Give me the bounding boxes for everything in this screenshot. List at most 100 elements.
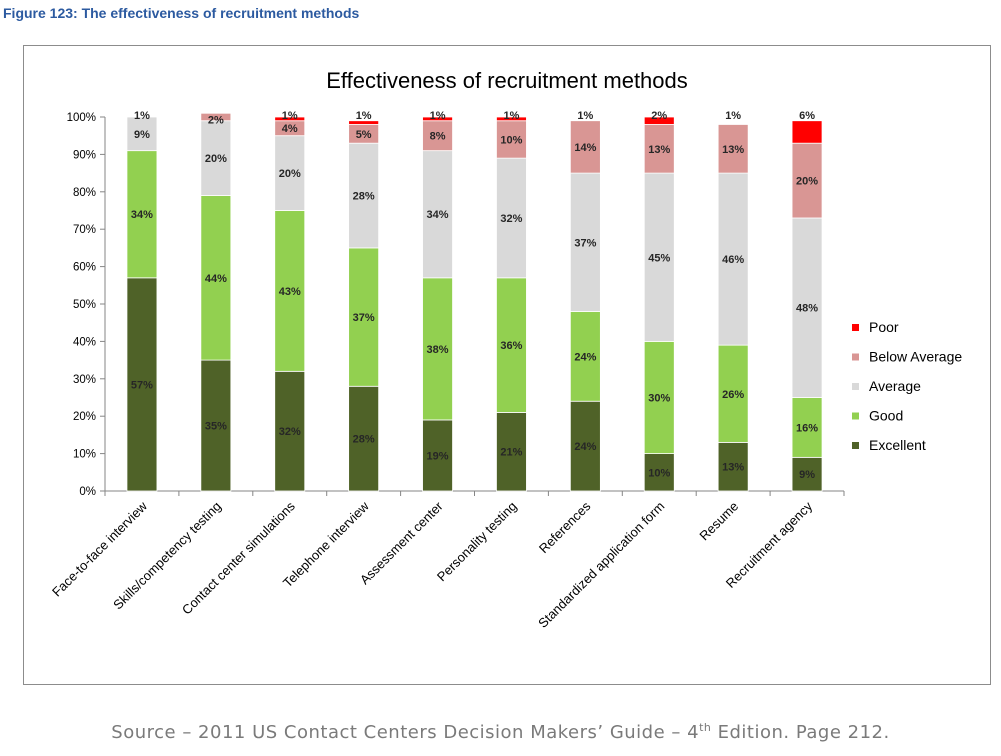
bar-segment-average xyxy=(717,172,749,346)
data-label: 37% xyxy=(574,237,596,249)
bar-segment-below-average xyxy=(717,124,749,174)
data-label: 48% xyxy=(796,303,818,315)
source-prefix: Source – 2011 US Contact Centers Decisio… xyxy=(111,722,700,743)
legend-label: Poor xyxy=(869,319,899,335)
data-label: 19% xyxy=(427,450,449,462)
data-label: 43% xyxy=(279,286,301,298)
y-tick-label: 20% xyxy=(73,411,96,423)
bar-segment-good xyxy=(348,247,380,387)
data-label: 38% xyxy=(427,344,449,356)
source-superscript: th xyxy=(699,721,712,734)
bar-segment-excellent xyxy=(643,453,675,492)
bar-segment-good xyxy=(126,150,158,279)
legend-swatch-poor xyxy=(852,324,859,331)
data-label: 34% xyxy=(427,209,449,221)
y-tick-label: 100% xyxy=(67,112,96,124)
data-label: 1% xyxy=(503,110,519,122)
y-tick-label: 90% xyxy=(73,149,96,161)
bar-segment-poor xyxy=(791,120,823,144)
bar-segment-average xyxy=(569,172,601,312)
bar-segment-good xyxy=(643,340,675,454)
y-tick-label: 40% xyxy=(73,336,96,348)
bar-segment-average xyxy=(200,120,232,196)
data-label: 35% xyxy=(205,421,227,433)
y-tick-label: 80% xyxy=(73,187,96,199)
data-label: 6% xyxy=(799,110,815,122)
data-label: 26% xyxy=(722,389,744,401)
data-label: 30% xyxy=(648,393,670,405)
data-label: 13% xyxy=(722,144,744,156)
data-label: 21% xyxy=(500,447,522,459)
data-label: 20% xyxy=(796,176,818,188)
x-category-label: Standardized application form xyxy=(535,499,667,631)
bar-segment-good xyxy=(791,397,823,458)
legend-swatch-excellent xyxy=(852,442,859,449)
x-category-label: Personality testing xyxy=(434,499,520,585)
data-label: 28% xyxy=(353,191,375,203)
data-label: 57% xyxy=(131,379,153,391)
bar-segment-excellent xyxy=(274,370,306,492)
source-suffix: Edition. Page 212. xyxy=(711,722,890,743)
bar-segment-average xyxy=(422,150,453,279)
bar-segment-average xyxy=(348,142,380,249)
y-tick-label: 50% xyxy=(73,299,96,311)
data-label: 13% xyxy=(648,144,670,156)
bar-segment-below-average xyxy=(422,120,453,152)
data-label: 2% xyxy=(651,110,667,122)
y-tick-label: 60% xyxy=(73,262,96,274)
data-label: 8% xyxy=(430,131,446,143)
data-label: 9% xyxy=(134,129,150,141)
data-label: 4% xyxy=(282,123,298,135)
data-label: 24% xyxy=(574,351,596,363)
bar-segment-good xyxy=(274,210,306,372)
legend-swatch-below-average xyxy=(852,353,859,361)
data-label: 14% xyxy=(574,142,596,154)
data-label: 1% xyxy=(430,110,446,122)
bar-segment-poor xyxy=(643,116,675,125)
legend-label: Below Average xyxy=(869,349,962,365)
bar-segment-average xyxy=(643,172,675,342)
data-label: 45% xyxy=(648,252,670,264)
data-label: 28% xyxy=(353,434,375,446)
data-label: 36% xyxy=(500,340,522,352)
bar-segment-below-average xyxy=(791,142,823,219)
data-label: 1% xyxy=(725,110,741,122)
legend-label: Excellent xyxy=(869,437,926,453)
data-label: 32% xyxy=(279,426,301,438)
data-label: 1% xyxy=(356,110,372,122)
bar-segment-below-average xyxy=(569,120,601,174)
y-tick-label: 10% xyxy=(73,449,96,461)
data-label: 5% xyxy=(356,129,372,141)
figure-label: Figure 123: The effectiveness of recruit… xyxy=(3,5,360,21)
data-label: 24% xyxy=(574,441,596,453)
y-tick-label: 30% xyxy=(73,374,96,386)
bar-segment-good xyxy=(422,277,453,421)
bar-segment-excellent xyxy=(569,400,601,492)
data-label: 2% xyxy=(208,114,224,126)
bar-segment-excellent xyxy=(496,412,527,492)
chart-title: Effectiveness of recruitment methods xyxy=(326,68,688,93)
bar-segment-excellent xyxy=(200,359,232,492)
bar-segment-excellent xyxy=(126,277,158,492)
data-label: 20% xyxy=(205,153,227,165)
data-label: 16% xyxy=(796,422,818,434)
data-label: 10% xyxy=(648,467,670,479)
legend-label: Average xyxy=(869,378,921,394)
bar-segment-good xyxy=(200,195,232,361)
bar-segment-poor xyxy=(348,120,380,125)
bar-segment-below-average xyxy=(200,112,232,122)
bar-segment-poor xyxy=(274,116,306,122)
source-line: Source – 2011 US Contact Centers Decisio… xyxy=(0,721,1001,743)
bar-segment-excellent xyxy=(348,385,380,492)
legend-label: Good xyxy=(869,408,903,424)
x-category-label: References xyxy=(536,498,594,556)
bar-segment-poor xyxy=(422,116,453,122)
bar-segment-average xyxy=(126,116,158,152)
data-label: 32% xyxy=(500,213,522,225)
y-tick-label: 70% xyxy=(73,224,96,236)
data-label: 44% xyxy=(205,273,227,285)
data-label: 46% xyxy=(722,254,744,266)
bar-segment-good xyxy=(717,344,749,443)
data-label: 20% xyxy=(279,168,301,180)
data-label: 34% xyxy=(131,209,153,221)
